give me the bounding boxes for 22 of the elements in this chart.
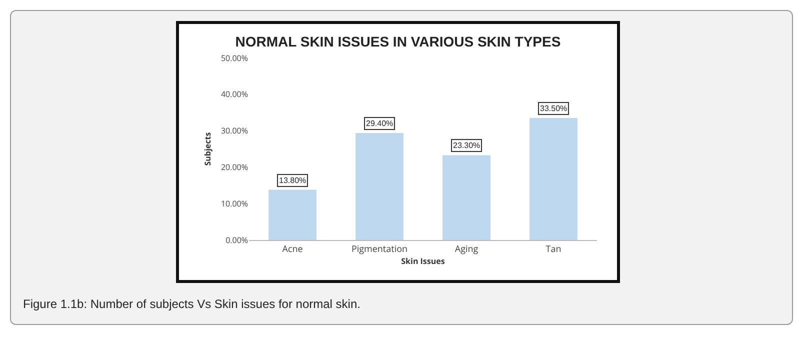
caption: Figure 1.1b: Number of subjects Vs Skin issues for normal skin. xyxy=(23,297,360,311)
bar xyxy=(442,155,490,240)
x-tick-label: Pigmentation xyxy=(351,242,408,255)
x-tick-label: Aging xyxy=(454,242,478,255)
bar xyxy=(530,118,578,240)
y-tick-label: 30.00% xyxy=(220,126,248,137)
y-tick-label: 50.00% xyxy=(220,52,248,64)
y-axis-title: Subjects xyxy=(202,132,214,166)
bar xyxy=(268,190,316,240)
data-label: 33.50% xyxy=(540,104,568,113)
x-tick-label: Tan xyxy=(546,242,562,255)
y-tick-label: 10.00% xyxy=(220,198,248,210)
x-tick-label: Acne xyxy=(282,242,303,255)
y-tick-label: 0.00% xyxy=(226,234,248,246)
x-axis-title: Skin Issues xyxy=(401,256,445,267)
y-tick-label: 40.00% xyxy=(220,89,248,100)
data-label: 23.30% xyxy=(453,141,480,150)
y-tick-label: 20.00% xyxy=(220,162,248,173)
bar xyxy=(356,132,404,240)
data-label: 13.80% xyxy=(279,176,306,185)
chart-title: NORMAL SKIN ISSUES IN VARIOUS SKIN TYPES xyxy=(235,34,561,50)
data-label: 29.40% xyxy=(366,119,394,128)
